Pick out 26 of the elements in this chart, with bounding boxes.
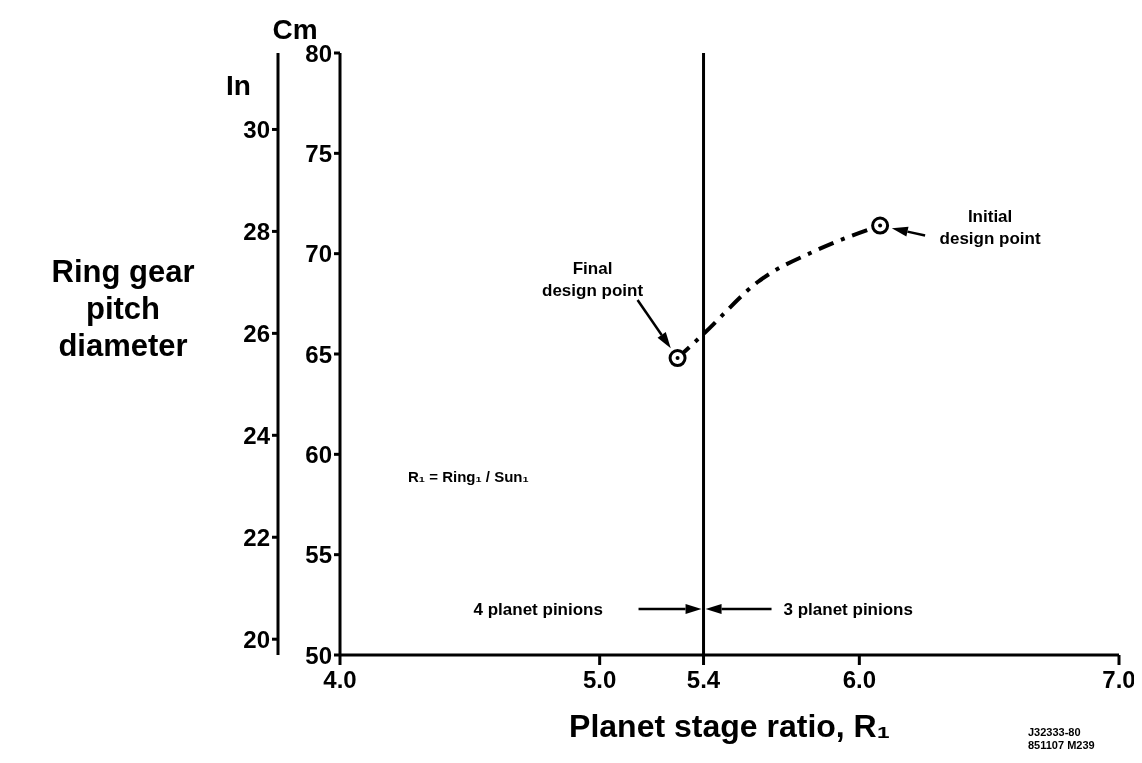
y-tick-label: 75 <box>305 139 332 167</box>
y2-tick-label: 22 <box>243 523 270 551</box>
annotation: Initial design point <box>939 206 1041 248</box>
y-tick-label: 60 <box>305 440 332 468</box>
annotation: R₁ = Ring₁ / Sun₁ <box>408 468 530 486</box>
y-tick-label: 65 <box>305 340 332 368</box>
text: J32333-80 851107 M239 <box>1028 726 1096 753</box>
y2-tick-label: 24 <box>243 421 271 449</box>
annotation: 4 planet pinions <box>473 600 603 619</box>
x-tick-label: 5.0 <box>582 666 617 694</box>
y-tick-label: 55 <box>305 541 332 569</box>
text: Ring gear pitch diameter <box>50 253 196 365</box>
y2-axis-title: In <box>226 69 251 101</box>
x-axis-title: Planet stage ratio, R₁ <box>569 708 890 744</box>
y2-tick-label: 20 <box>243 625 270 653</box>
y2-tick-label: 26 <box>243 319 270 347</box>
x-tick-label: 7.0 <box>1102 666 1136 694</box>
y-tick-label: 70 <box>305 240 332 268</box>
annotation: 3 planet pinions <box>783 600 913 619</box>
y-tick-label: 50 <box>305 641 332 669</box>
y2-tick-label: 30 <box>243 115 270 143</box>
annotation: Final design point <box>542 259 644 301</box>
x-tick-label: 5.4 <box>686 666 721 694</box>
x-tick-label: 6.0 <box>842 666 877 694</box>
x-tick-label: 4.0 <box>323 666 357 694</box>
y2-tick-label: 28 <box>243 217 270 245</box>
